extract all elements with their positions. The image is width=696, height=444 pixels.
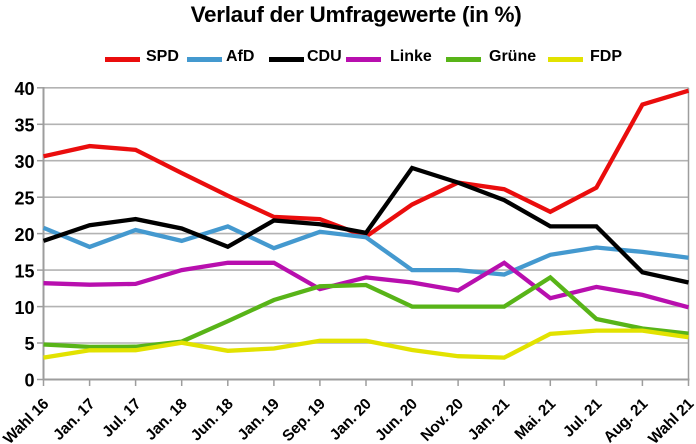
svg-text:25: 25 [14,188,34,208]
svg-text:Jan. 19: Jan. 19 [235,395,284,444]
svg-text:Jan. 21: Jan. 21 [465,395,514,444]
svg-text:Jun. 20: Jun. 20 [372,396,421,444]
svg-text:40: 40 [14,79,34,99]
svg-text:10: 10 [14,298,34,318]
svg-text:0: 0 [24,371,34,391]
svg-text:Jul. 17: Jul. 17 [99,396,144,441]
svg-text:Jan. 20: Jan. 20 [327,396,375,444]
svg-text:Wahl 16: Wahl 16 [0,395,52,444]
svg-text:Aug. 21: Aug. 21 [601,395,652,444]
svg-text:Mai. 21: Mai. 21 [512,395,560,443]
svg-text:Nov. 20: Nov. 20 [418,396,467,444]
svg-text:Sep. 19: Sep. 19 [279,395,329,444]
svg-text:Jul. 21: Jul. 21 [560,395,606,441]
svg-text:Wahl 21: Wahl 21 [645,395,696,444]
svg-text:5: 5 [24,334,34,354]
svg-text:Jan. 18: Jan. 18 [142,395,191,444]
svg-text:30: 30 [14,152,34,172]
svg-text:Jan. 17: Jan. 17 [50,396,98,444]
svg-text:Jun. 18: Jun. 18 [188,395,237,444]
svg-text:20: 20 [14,225,34,245]
svg-text:35: 35 [14,116,34,136]
svg-text:15: 15 [14,261,34,281]
